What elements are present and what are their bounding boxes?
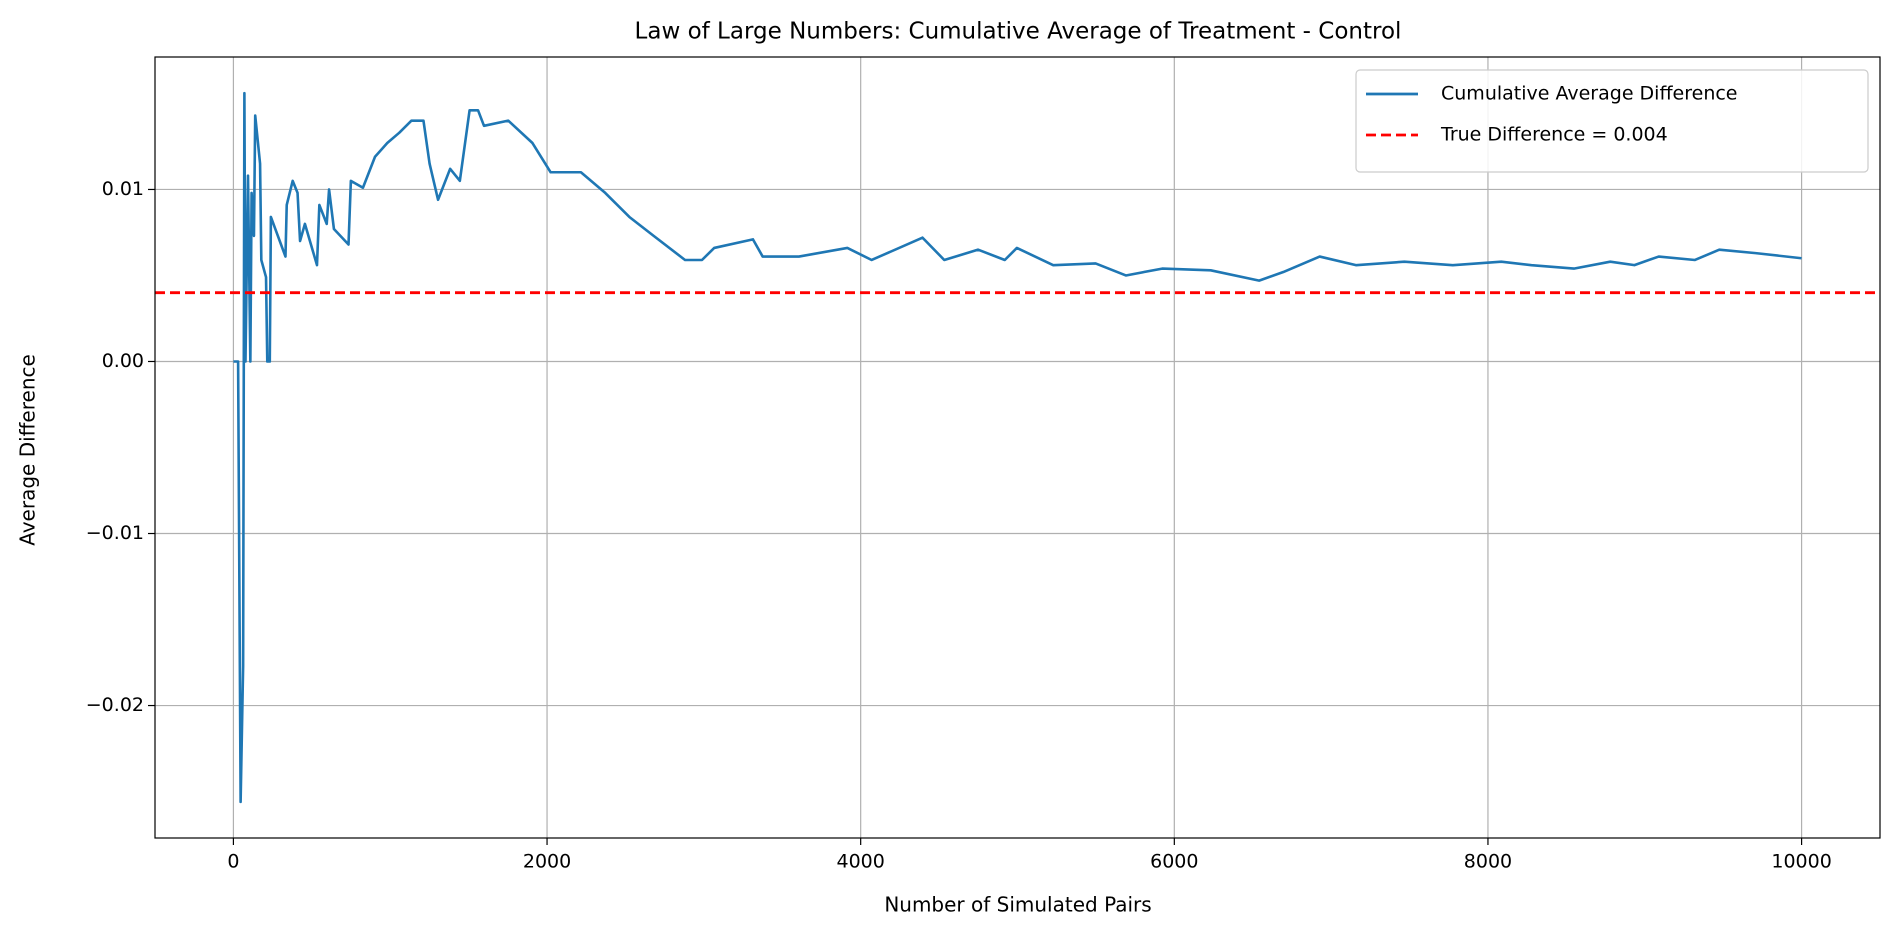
x-axis-label: Number of Simulated Pairs — [884, 893, 1151, 917]
y-axis-label: Average Difference — [16, 354, 40, 546]
y-tick-label: 0.01 — [102, 178, 144, 200]
legend-box — [1355, 69, 1869, 173]
data-line — [233, 91, 1802, 804]
chart-title: Law of Large Numbers: Cumulative Average… — [635, 19, 1402, 45]
plot-frame — [154, 56, 1881, 839]
legend-label: True Difference = 0.004 — [1440, 124, 1668, 146]
y-tick-label: −0.01 — [86, 522, 144, 544]
x-tick-label: 4000 — [837, 851, 885, 873]
y-tick-label: −0.02 — [86, 694, 144, 716]
x-tick-label: 2000 — [523, 851, 571, 873]
x-tick-label: 8000 — [1464, 851, 1512, 873]
y-tick-label: 0.00 — [102, 350, 144, 372]
legend-label: Cumulative Average Difference — [1441, 83, 1738, 105]
x-tick-label: 6000 — [1150, 851, 1198, 873]
x-tick-label: 10000 — [1771, 851, 1831, 873]
x-tick-label: 0 — [227, 851, 239, 873]
